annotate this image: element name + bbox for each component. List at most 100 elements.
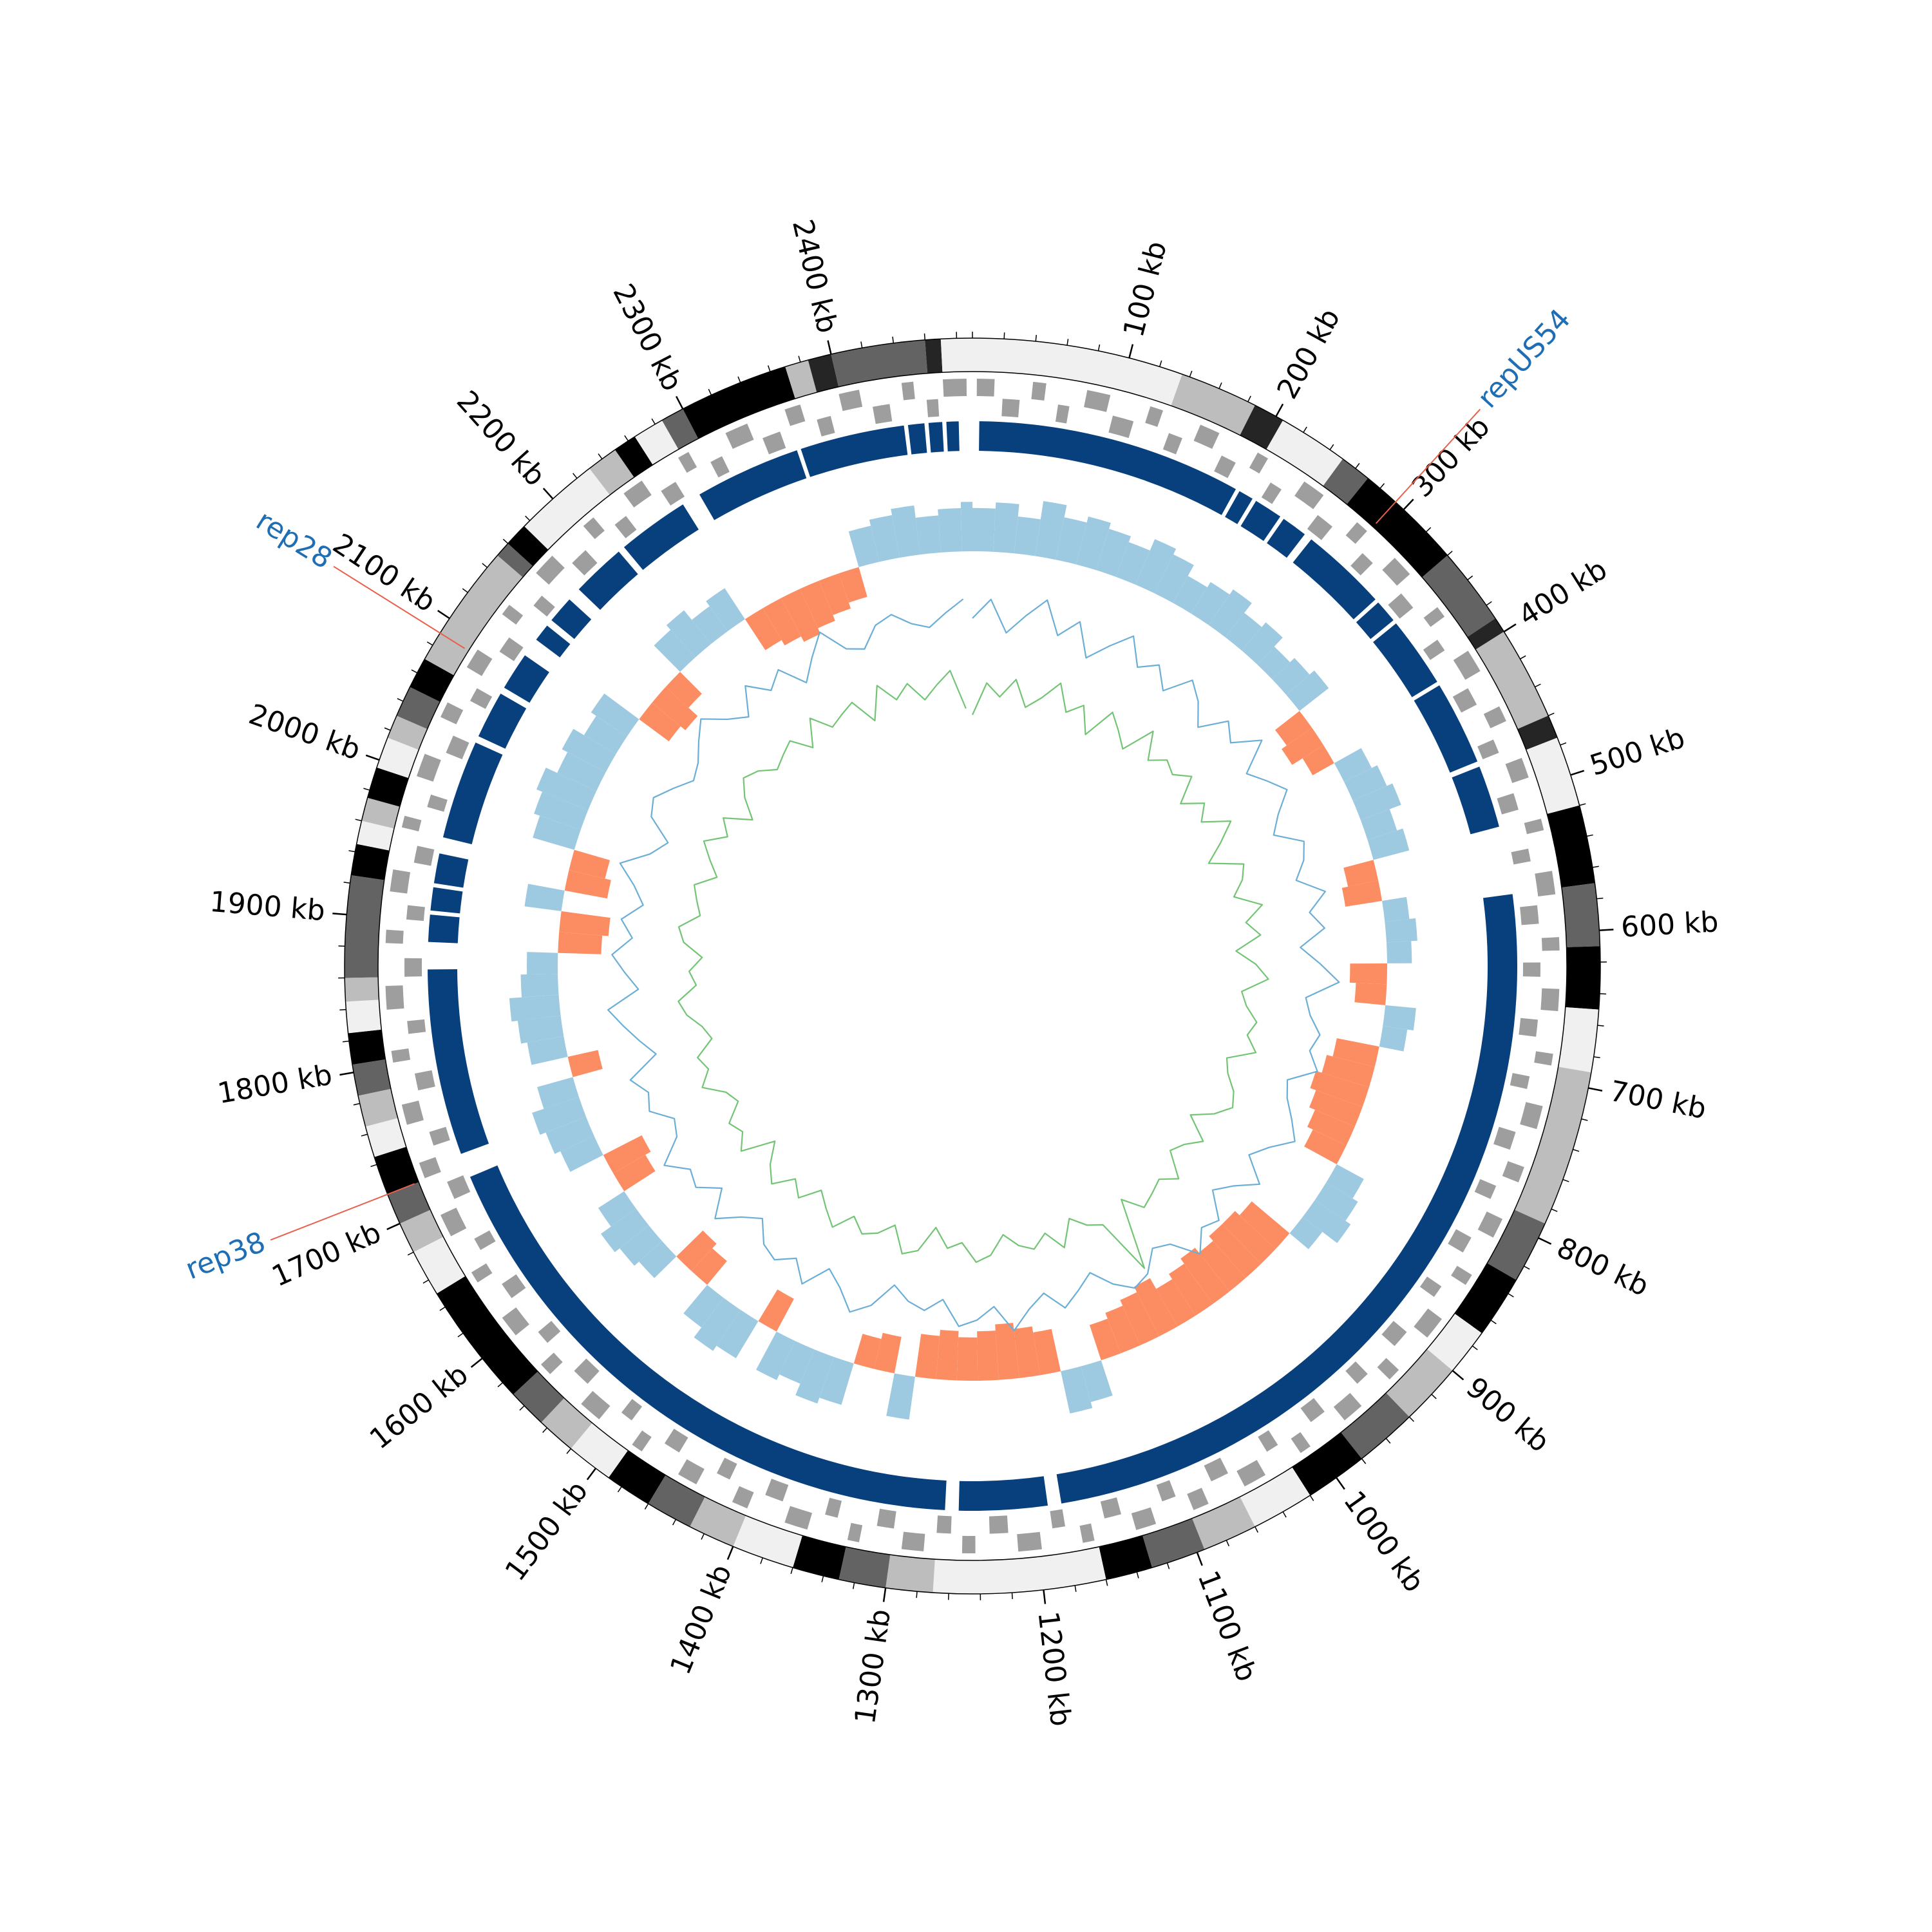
- block: [1293, 539, 1376, 620]
- histogram-bar: [1075, 516, 1111, 571]
- major-tick: [1403, 498, 1414, 511]
- minor-tick: [1105, 1579, 1108, 1586]
- ideogram-band: [1323, 459, 1368, 505]
- ideogram-band: [345, 999, 382, 1034]
- histogram-bar: [601, 1208, 649, 1253]
- histogram-bar: [956, 1337, 978, 1381]
- minor-tick: [407, 1251, 414, 1256]
- histogram-bar: [800, 580, 835, 629]
- minor-tick: [1355, 463, 1360, 469]
- histogram-bar: [1367, 828, 1410, 860]
- gene: [926, 399, 940, 417]
- histogram-bar: [533, 815, 581, 850]
- major-tick: [1043, 1589, 1046, 1604]
- minor-tick: [1066, 339, 1069, 346]
- gene: [1493, 1126, 1516, 1150]
- histogram-bar: [517, 1016, 564, 1044]
- minor-tick: [1560, 742, 1567, 746]
- ideogram-band: [589, 450, 634, 495]
- gene: [502, 1274, 526, 1298]
- block: [478, 694, 527, 749]
- major-tick: [437, 610, 450, 620]
- histogram-bar: [524, 884, 565, 911]
- ideogram-band: [374, 1146, 419, 1195]
- major-tick: [882, 1587, 887, 1602]
- gene: [817, 415, 835, 437]
- gene: [1519, 1018, 1539, 1037]
- histogram-bar: [1154, 554, 1194, 603]
- minor-tick: [370, 1164, 377, 1168]
- major-tick: [827, 340, 832, 355]
- ideogram-band: [1426, 1313, 1482, 1371]
- ideogram-band: [1192, 1497, 1255, 1549]
- minor-tick: [852, 1582, 855, 1589]
- histogram-bar: [1302, 1200, 1351, 1244]
- block: [433, 853, 469, 888]
- histogram-bar: [706, 588, 745, 631]
- minor-tick: [1586, 834, 1593, 837]
- histogram-bar: [1272, 658, 1310, 695]
- histogram-bar: [756, 1331, 795, 1380]
- minor-tick: [1136, 1571, 1139, 1578]
- block: [504, 655, 549, 703]
- minor-tick: [1166, 1562, 1170, 1569]
- minor-tick: [1247, 395, 1251, 402]
- ideogram-band: [831, 339, 928, 387]
- gene: [1535, 871, 1556, 896]
- histogram-bar: [537, 1077, 580, 1109]
- gene: [847, 1522, 863, 1542]
- major-tick: [1128, 344, 1134, 359]
- minor-tick: [1097, 344, 1101, 351]
- minor-tick: [1597, 1025, 1604, 1027]
- ideogram-band: [410, 659, 454, 702]
- major-tick: [1275, 403, 1284, 417]
- histogram-bar: [1343, 860, 1379, 887]
- gene: [583, 517, 605, 540]
- minor-tick: [1303, 426, 1307, 433]
- ideogram-band: [387, 1182, 431, 1224]
- histogram-bar: [536, 768, 597, 811]
- gene: [1419, 1276, 1442, 1297]
- minor-tick: [1535, 683, 1541, 688]
- ideogram-band: [524, 468, 610, 550]
- gene: [1261, 482, 1282, 504]
- histogram-bar: [758, 1289, 794, 1332]
- histogram-bar: [1225, 612, 1262, 651]
- minor-tick: [651, 418, 656, 425]
- gene: [538, 1320, 561, 1343]
- major-tick: [675, 395, 684, 410]
- histogram-bar: [1061, 1366, 1093, 1414]
- gene: [732, 1486, 754, 1509]
- gene: [784, 1506, 813, 1530]
- ideogram-band: [1475, 631, 1549, 730]
- minor-tick: [860, 341, 863, 348]
- gene: [1258, 1430, 1278, 1452]
- ideogram-band: [1514, 1066, 1591, 1224]
- ideogram-band: [1341, 1392, 1410, 1459]
- ideogram-band: [1292, 1432, 1362, 1496]
- annotation-line: [270, 1183, 415, 1241]
- minor-tick: [916, 1591, 918, 1598]
- gene: [427, 794, 448, 812]
- histogram-bar: [995, 1323, 1019, 1380]
- gene: [1382, 558, 1410, 586]
- gene: [404, 958, 422, 977]
- ideogram-band: [513, 1371, 565, 1423]
- ideogram-outline: [377, 371, 1567, 1561]
- gene: [1477, 739, 1499, 760]
- gene: [825, 1497, 842, 1518]
- minor-tick: [1520, 655, 1526, 659]
- histogram-bar: [1198, 1240, 1246, 1292]
- major-tick: [542, 488, 554, 500]
- gene: [536, 555, 565, 585]
- major-tick: [1538, 1237, 1552, 1245]
- ideogram-band: [661, 408, 699, 450]
- minor-tick: [462, 588, 468, 593]
- gene: [901, 381, 915, 401]
- histogram-bar: [683, 1285, 724, 1328]
- block: [428, 914, 460, 943]
- gene: [466, 649, 493, 676]
- ideogram-band: [634, 420, 679, 465]
- minor-tick: [624, 435, 629, 442]
